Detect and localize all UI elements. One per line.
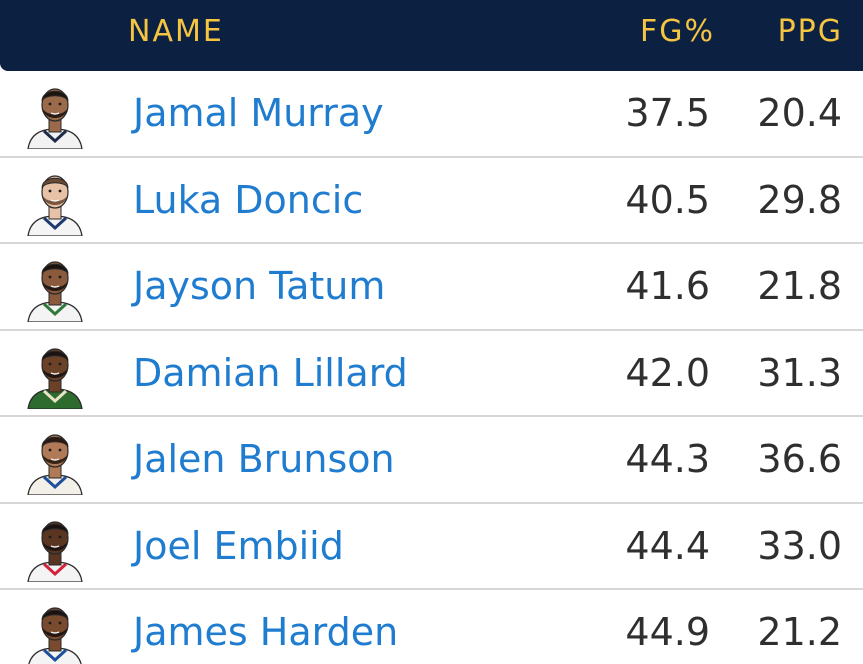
- fg-percent-value: 44.9: [625, 610, 710, 654]
- fg-percent-value: 41.6: [625, 264, 710, 308]
- player-name-link[interactable]: James Harden: [133, 610, 399, 654]
- player-avatar-icon: [27, 434, 83, 495]
- table-row: Luka Doncic 40.5 29.8: [0, 158, 863, 244]
- player-avatar-icon: [27, 520, 83, 582]
- column-header-name[interactable]: NAME: [128, 14, 224, 49]
- table-row: Jalen Brunson 44.3 36.6: [0, 417, 863, 504]
- player-avatar-icon: [27, 261, 83, 322]
- table-body: Jamal Murray 37.5 20.4 Luka Doncic 40.5 …: [0, 71, 863, 664]
- column-header-ppg[interactable]: PPG: [777, 14, 843, 49]
- player-name-link[interactable]: Jalen Brunson: [133, 437, 395, 481]
- fg-percent-value: 42.0: [625, 350, 710, 395]
- player-avatar-icon: [27, 347, 83, 409]
- player-name-link[interactable]: Joel Embiid: [133, 523, 344, 568]
- player-avatar-icon: [27, 88, 83, 149]
- table-row: Damian Lillard 42.0 31.3: [0, 331, 863, 417]
- ppg-value: 21.2: [757, 610, 842, 654]
- ppg-value: 20.4: [757, 91, 842, 135]
- ppg-value: 33.0: [757, 523, 842, 568]
- table-row: Jayson Tatum 41.6 21.8: [0, 244, 863, 331]
- table-row: James Harden 44.9 21.2: [0, 590, 863, 664]
- player-name-link[interactable]: Jamal Murray: [133, 91, 384, 135]
- fg-percent-value: 37.5: [625, 91, 710, 135]
- fg-percent-value: 44.4: [625, 523, 710, 568]
- table-row: Jamal Murray 37.5 20.4: [0, 71, 863, 158]
- player-avatar-icon: [28, 607, 82, 664]
- player-name-link[interactable]: Jayson Tatum: [133, 264, 386, 308]
- player-avatar-icon: [27, 174, 83, 236]
- player-name-link[interactable]: Luka Doncic: [133, 177, 364, 222]
- ppg-value: 29.8: [757, 177, 842, 222]
- ppg-value: 36.6: [757, 437, 842, 481]
- table-header: NAME FG% PPG: [0, 0, 863, 71]
- ppg-value: 21.8: [757, 264, 842, 308]
- ppg-value: 31.3: [757, 350, 842, 395]
- player-name-link[interactable]: Damian Lillard: [133, 350, 408, 395]
- fg-percent-value: 40.5: [625, 177, 710, 222]
- column-header-fg-percent[interactable]: FG%: [639, 14, 715, 49]
- fg-percent-value: 44.3: [625, 437, 710, 481]
- table-row: Joel Embiid 44.4 33.0: [0, 504, 863, 590]
